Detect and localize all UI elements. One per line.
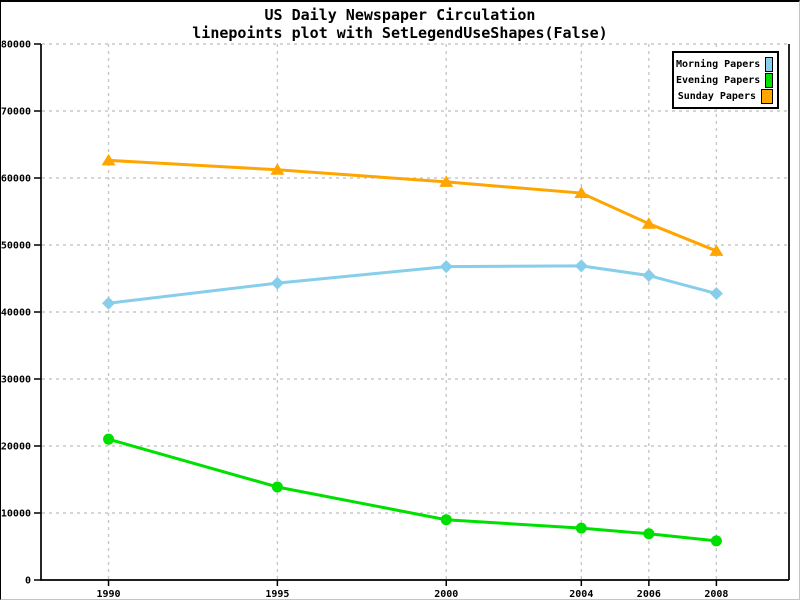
marker-circle (271, 481, 283, 493)
x-tick-label: 2006 (637, 589, 661, 600)
legend-swatch-morning (765, 56, 773, 72)
marker-diamond (270, 276, 284, 290)
y-tick-label: 70000 (1, 107, 31, 118)
x-tick-label: 2000 (434, 589, 458, 600)
series-evening-papers (103, 433, 722, 547)
marker-diamond (574, 259, 588, 273)
marker-triangle (641, 217, 656, 229)
legend-item-evening: Evening Papers (676, 72, 773, 88)
chart-title: US Daily Newspaper Circulation (264, 6, 536, 24)
series-morning-papers (102, 259, 723, 310)
tick-labels: 0 10000 20000 30000 40000 50000 60000 70000 8000… (1, 40, 728, 600)
marker-circle (440, 514, 452, 526)
series-line (108, 158, 717, 253)
chart-subtitle: linepoints plot with SetLegendUseShapes(… (192, 24, 608, 42)
series-line (108, 437, 717, 543)
marker-triangle (574, 186, 589, 199)
x-tick-label: 2004 (569, 589, 593, 600)
series-line (108, 264, 717, 305)
marker-triangle (709, 244, 724, 256)
marker-circle (643, 528, 655, 540)
legend-label-evening: Evening Papers (676, 74, 761, 86)
marker-diamond (709, 287, 723, 301)
legend-item-morning: Morning Papers (676, 56, 773, 72)
legend-label-sunday: Sunday Papers (677, 90, 756, 102)
legend-swatch-evening (765, 72, 773, 88)
marker-triangle (439, 175, 454, 187)
x-tick-label: 1990 (96, 589, 120, 600)
y-tick-label: 40000 (1, 308, 31, 319)
marker-triangle (101, 153, 116, 166)
series-sunday-papers (101, 153, 724, 256)
marker-diamond (439, 260, 453, 274)
marker-diamond (102, 296, 116, 310)
marker-diamond (642, 269, 656, 283)
tick-marks (34, 43, 718, 586)
x-tick-label: 1995 (265, 589, 289, 600)
y-tick-label: 60000 (1, 174, 31, 185)
marker-circle (710, 535, 722, 547)
marker-triangle (270, 163, 285, 175)
y-tick-label: 20000 (1, 442, 31, 453)
gridlines (42, 43, 788, 579)
x-tick-label: 2008 (704, 589, 728, 600)
legend-item-sunday: Sunday Papers (676, 88, 773, 104)
y-tick-label: 10000 (1, 509, 31, 520)
marker-circle (575, 522, 587, 534)
legend-swatch-sunday (761, 88, 773, 104)
y-tick-label: 0 (25, 576, 31, 587)
y-tick-label: 80000 (1, 40, 31, 51)
legend-box: Morning Papers Evening Papers Sunday Pap… (672, 51, 779, 109)
y-tick-label: 50000 (1, 241, 31, 252)
marker-circle (103, 433, 115, 445)
y-tick-label: 30000 (1, 375, 31, 386)
legend-label-morning: Morning Papers (676, 58, 761, 70)
chart-titles: US Daily Newspaper Circulation linepoint… (1, 2, 799, 42)
